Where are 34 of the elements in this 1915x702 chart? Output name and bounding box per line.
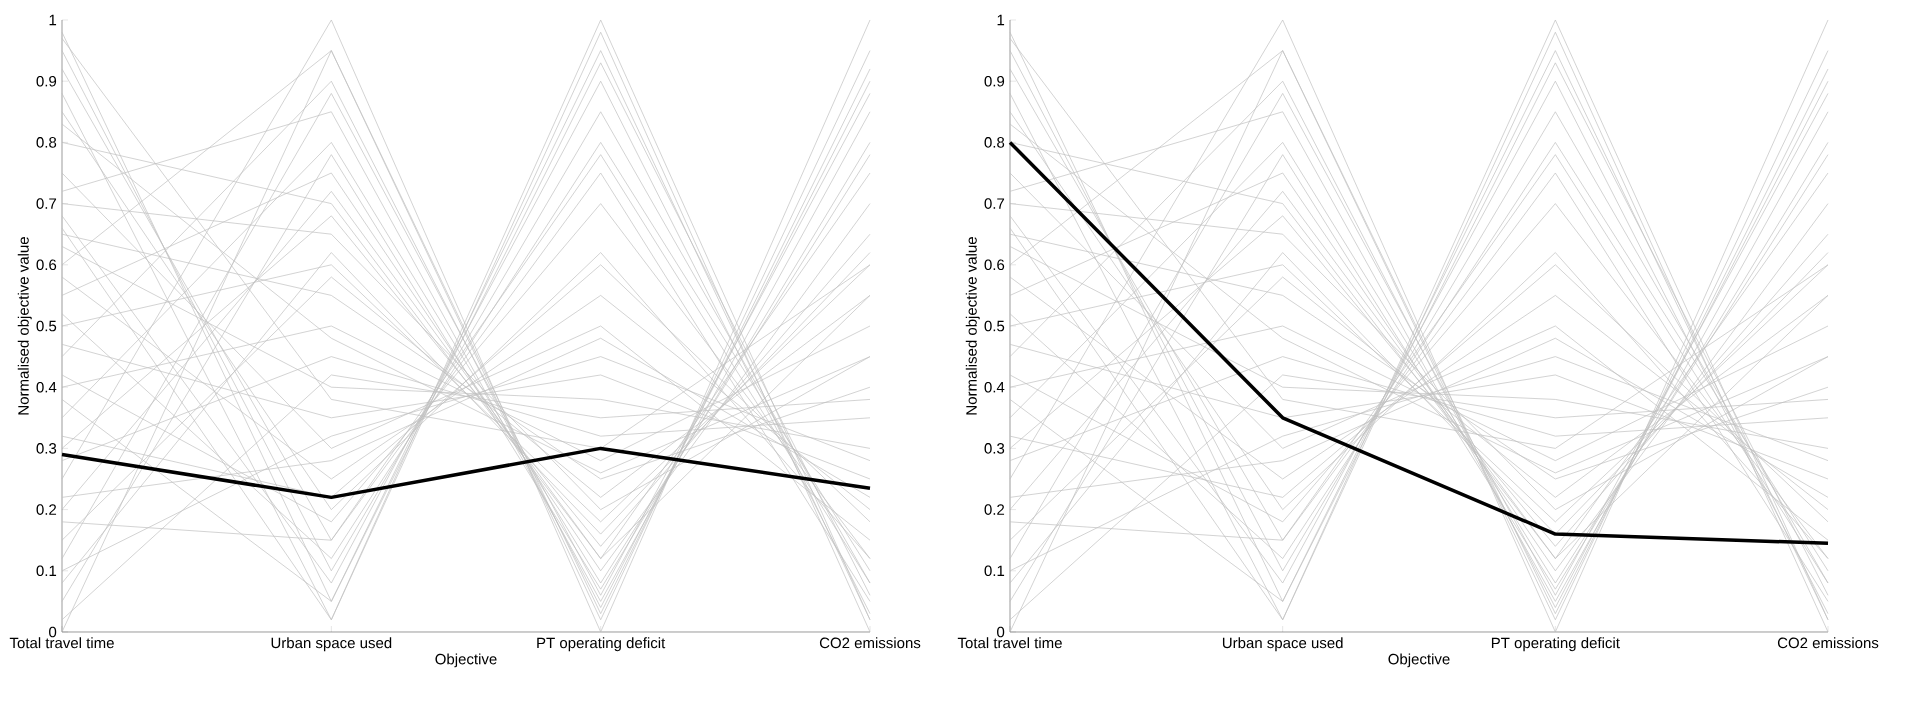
y-tick-label: 1 [49,14,57,26]
y-axis-title: Normalised objective value [17,237,32,415]
x-tick-label: Total travel time [9,637,114,649]
y-tick-label: 0.7 [36,198,57,209]
y-tick-label: 0.4 [984,381,1005,393]
y-tick-label: 0.4 [36,381,57,393]
x-tick-label: CO2 emissions [819,637,921,649]
x-tick-label: PT operating deficit [537,637,666,652]
y-tick-label: 0.8 [36,137,57,148]
y-tick-label: 0.3 [984,443,1005,454]
x-tick-label: PT operating deficit [1491,637,1620,652]
y-tick-label: 0.9 [984,75,1005,87]
y-tick-label: 0.6 [984,259,1005,271]
y-tick-label: 1 [997,14,1005,26]
y-tick-label: 0.2 [984,504,1005,515]
y-tick-label: 0.7 [984,198,1005,209]
y-tick-label: 0.2 [36,504,57,515]
y-tick-label: 0.3 [36,443,57,454]
x-tick-label: Urban space used [1222,637,1343,652]
y-tick-label: 0.6 [36,259,57,271]
y-tick-label: 0 [49,626,57,638]
y-tick-label: 0.5 [36,320,57,332]
x-tick-label: Urban space used [271,637,392,652]
x-axis-title: Objective [435,653,497,668]
y-tick-label: 0.1 [984,565,1005,577]
y-tick-label: 0 [997,626,1005,638]
x-tick-label: Total travel time [957,637,1062,649]
y-axis-title: Normalised objective value [965,237,980,415]
x-tick-label: CO2 emissions [1777,637,1879,649]
y-tick-label: 0.5 [984,320,1005,332]
x-axis-title: Objective [1388,653,1450,668]
y-tick-label: 0.8 [984,137,1005,148]
y-tick-label: 0.9 [36,75,57,87]
y-tick-label: 0.1 [36,565,57,577]
